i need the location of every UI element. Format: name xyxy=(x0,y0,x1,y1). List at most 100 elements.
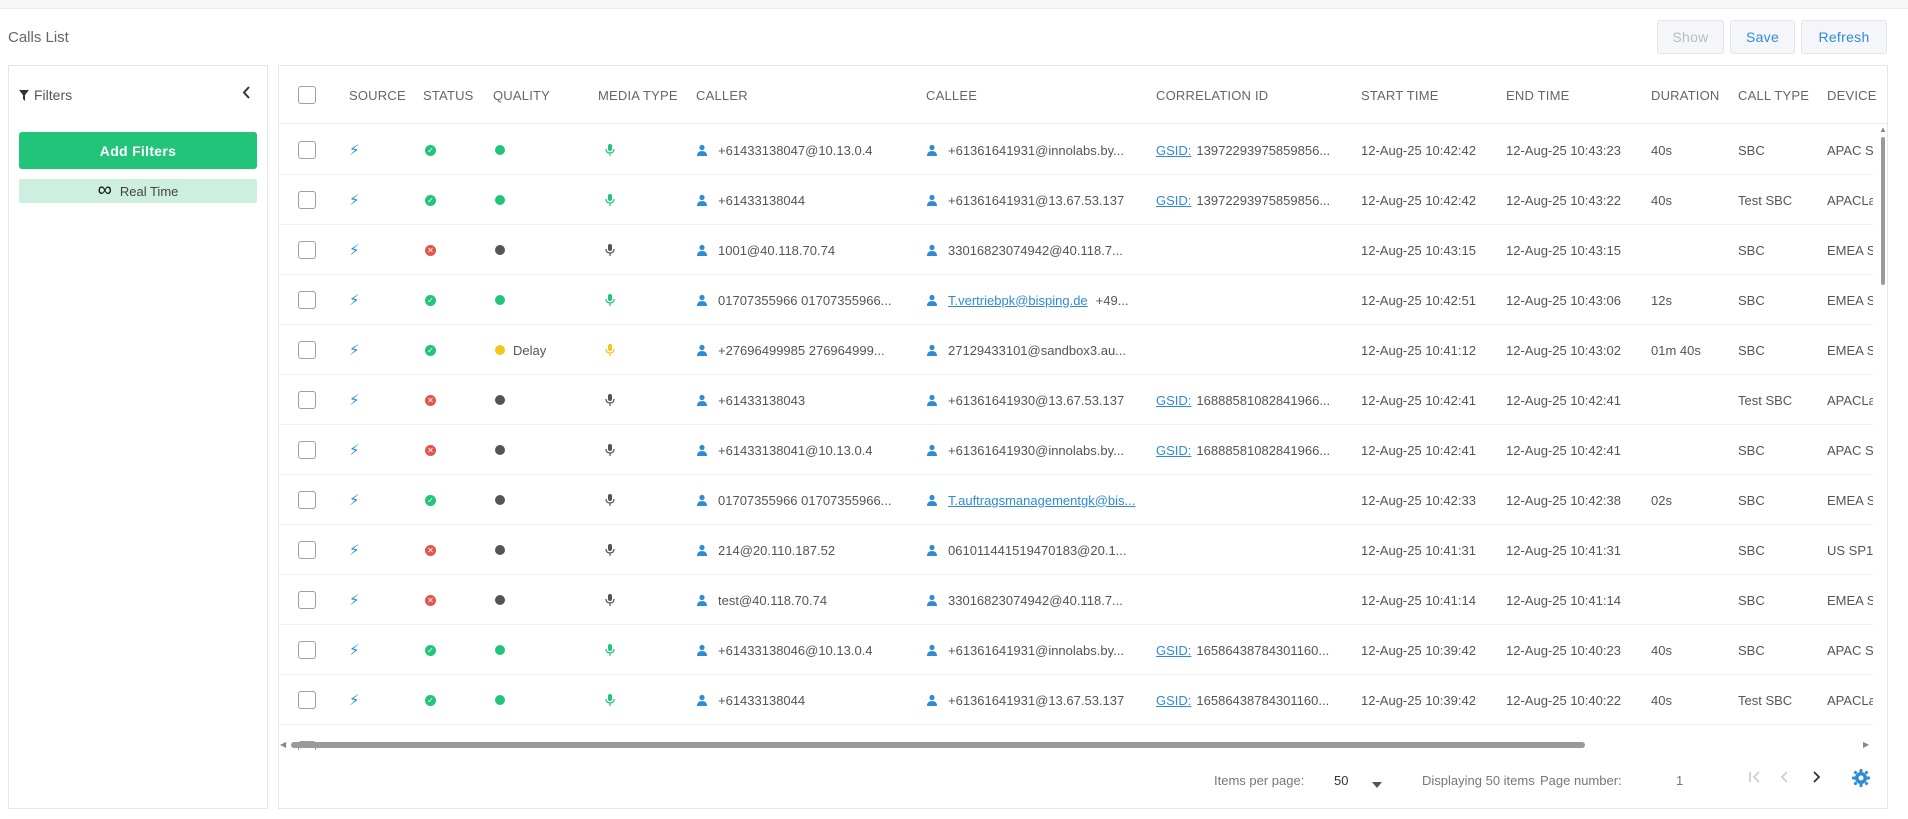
col-duration[interactable]: DURATION xyxy=(1651,88,1720,103)
person-icon xyxy=(697,244,707,256)
end-time: 12-Aug-25 10:42:38 xyxy=(1506,492,1621,508)
show-button[interactable]: Show xyxy=(1657,20,1724,54)
col-call-type[interactable]: CALL TYPE xyxy=(1738,88,1810,103)
table-row[interactable]: ⚡ ✓ +61433138046@10.13.0.4 +61361641931@inn… xyxy=(279,625,1873,675)
next-page-icon[interactable] xyxy=(1812,770,1821,788)
add-filters-button[interactable]: Add Filters xyxy=(19,132,257,169)
row-checkbox[interactable] xyxy=(298,341,316,359)
table-row[interactable]: ⚡ ✓ 01707355966 01707355966... T.auftragsma… xyxy=(279,475,1873,525)
vertical-scroll-thumb[interactable] xyxy=(1881,137,1885,285)
table-row[interactable]: ⚡ ✓ +61433138044 +61361641931@13.67.53.137 G… xyxy=(279,175,1873,225)
table-row[interactable]: ⚡ ✓ Delay +27696499985 276964999... 27129433… xyxy=(279,325,1873,375)
horizontal-scroll-thumb[interactable] xyxy=(291,742,1585,748)
row-checkbox[interactable] xyxy=(298,591,316,609)
callee-text[interactable]: T.vertriebpk@bisping.de xyxy=(948,292,1088,308)
lightning-icon[interactable]: ⚡ xyxy=(349,342,360,359)
items-per-page-select[interactable]: 50 xyxy=(1334,773,1349,788)
vertical-scrollbar[interactable]: ▲ xyxy=(1879,125,1887,750)
realtime-toggle[interactable]: ∞ Real Time xyxy=(19,179,257,203)
caller-cell: 01707355966 01707355966... xyxy=(696,275,916,325)
col-device[interactable]: DEVICE xyxy=(1827,88,1877,103)
lightning-icon[interactable]: ⚡ xyxy=(349,192,360,209)
row-checkbox[interactable] xyxy=(298,141,316,159)
filters-title-label: Filters xyxy=(34,87,73,103)
lightning-icon[interactable]: ⚡ xyxy=(349,642,360,659)
gsid-link[interactable]: GSID: xyxy=(1156,642,1192,658)
call-type: SBC xyxy=(1738,542,1765,558)
callee-text[interactable]: T.auftragsmanagementgk@bis... xyxy=(948,492,1136,508)
row-checkbox-cell xyxy=(298,125,322,175)
row-checkbox[interactable] xyxy=(298,491,316,509)
save-button[interactable]: Save xyxy=(1730,20,1795,54)
lightning-icon[interactable]: ⚡ xyxy=(349,392,360,409)
lightning-icon[interactable]: ⚡ xyxy=(349,592,360,609)
lightning-icon[interactable]: ⚡ xyxy=(349,142,360,159)
correlation-cell xyxy=(1156,225,1351,275)
table-row[interactable]: ⚡ ✕ test@40.118.70.74 33016823074942@40.118… xyxy=(279,575,1873,625)
table-row[interactable]: ⚡ ✓ +61433138044 +61361641931@13.67.53.137 G… xyxy=(279,675,1873,725)
gsid-link[interactable]: GSID: xyxy=(1156,142,1192,158)
gear-icon[interactable] xyxy=(1852,769,1870,792)
lightning-icon[interactable]: ⚡ xyxy=(349,442,360,459)
col-start-time[interactable]: START TIME xyxy=(1361,88,1439,103)
end-time: 12-Aug-25 10:40:23 xyxy=(1506,642,1621,658)
caller-text: +61433138041@10.13.0.4 xyxy=(718,442,873,458)
lightning-icon[interactable]: ⚡ xyxy=(349,492,360,509)
prev-page-icon[interactable] xyxy=(1780,770,1789,788)
col-callee[interactable]: CALLEE xyxy=(926,88,978,103)
row-checkbox[interactable] xyxy=(298,291,316,309)
row-checkbox[interactable] xyxy=(298,541,316,559)
caller-text: +61433138046@10.13.0.4 xyxy=(718,642,873,658)
gsid-link[interactable]: GSID: xyxy=(1156,392,1192,408)
page-number-input[interactable]: 1 xyxy=(1676,773,1684,788)
status-cell: ✕ xyxy=(425,525,455,575)
col-end-time[interactable]: END TIME xyxy=(1506,88,1570,103)
col-status[interactable]: STATUS xyxy=(423,88,474,103)
row-checkbox[interactable] xyxy=(298,441,316,459)
table-row[interactable]: ⚡ ✓ 01707355966 01707355966... T.vertriebpk… xyxy=(279,275,1873,325)
gsid-link[interactable]: GSID: xyxy=(1156,692,1192,708)
source-cell: ⚡ xyxy=(349,325,389,375)
row-checkbox[interactable] xyxy=(298,241,316,259)
caller-text: 01707355966 01707355966... xyxy=(718,292,892,308)
col-media-type[interactable]: MEDIA TYPE xyxy=(598,88,678,103)
table-row[interactable]: ⚡ ✕ +61433138041@10.13.0.4 +61361641930@inn… xyxy=(279,425,1873,475)
row-checkbox[interactable] xyxy=(298,191,316,209)
refresh-button[interactable]: Refresh xyxy=(1801,20,1887,54)
quality-cell xyxy=(495,125,595,175)
table-row[interactable]: ⚡ ✕ +61433138043 +61361641930@13.67.53.137 G… xyxy=(279,375,1873,425)
chevron-left-icon[interactable] xyxy=(242,86,251,104)
status-cell: ✓ xyxy=(425,625,455,675)
row-checkbox[interactable] xyxy=(298,691,316,709)
row-checkbox[interactable] xyxy=(298,391,316,409)
col-quality[interactable]: QUALITY xyxy=(493,88,551,103)
correlation-id: 13972293975859856... xyxy=(1196,142,1331,158)
lightning-icon[interactable]: ⚡ xyxy=(349,242,360,259)
media-cell xyxy=(603,525,633,575)
duration: 02s xyxy=(1651,492,1672,508)
realtime-label: Real Time xyxy=(119,183,179,199)
first-page-icon[interactable] xyxy=(1749,770,1761,788)
col-source[interactable]: SOURCE xyxy=(349,88,406,103)
correlation-cell: GSID: 13972293975859856... xyxy=(1156,175,1351,225)
table-row[interactable]: ⚡ ✓ +61433138047@10.13.0.4 +61361641931@inn… xyxy=(279,125,1873,175)
row-checkbox[interactable] xyxy=(298,641,316,659)
lightning-icon[interactable]: ⚡ xyxy=(349,542,360,559)
callee-text: +61361641931@innolabs.by... xyxy=(948,642,1124,658)
end-time: 12-Aug-25 10:40:22 xyxy=(1506,692,1621,708)
gsid-link[interactable]: GSID: xyxy=(1156,192,1192,208)
gsid-link[interactable]: GSID: xyxy=(1156,442,1192,458)
select-all-checkbox[interactable] xyxy=(298,86,316,104)
table-row[interactable]: ⚡ ✕ 1001@40.118.70.74 33016823074942@40.118… xyxy=(279,225,1873,275)
media-cell xyxy=(603,475,633,525)
row-checkbox-cell xyxy=(298,275,322,325)
col-correlation-id[interactable]: CORRELATION ID xyxy=(1156,88,1269,103)
horizontal-scrollbar[interactable]: ◀ ▶ xyxy=(280,740,1870,749)
chevron-down-icon[interactable] xyxy=(1372,775,1382,793)
lightning-icon[interactable]: ⚡ xyxy=(349,692,360,709)
col-caller[interactable]: CALLER xyxy=(696,88,748,103)
device: EMEA SB xyxy=(1827,292,1873,308)
table-row[interactable]: ⚡ ✕ 214@20.110.187.52 061011441519470183@20… xyxy=(279,525,1873,575)
row-checkbox-cell xyxy=(298,375,322,425)
lightning-icon[interactable]: ⚡ xyxy=(349,292,360,309)
